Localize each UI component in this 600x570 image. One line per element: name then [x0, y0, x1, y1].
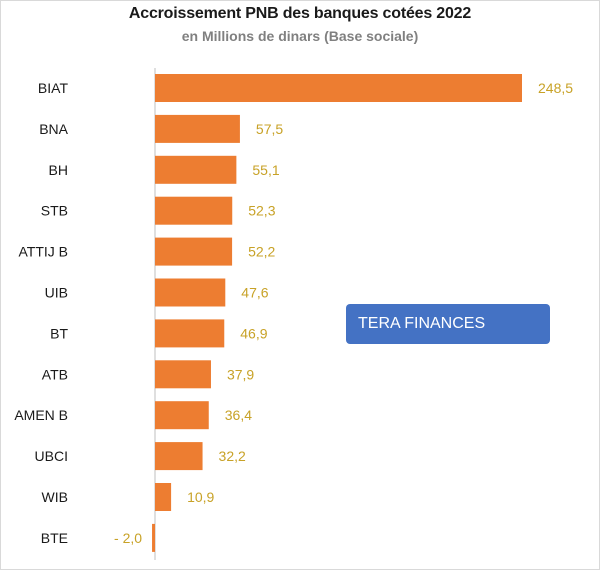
bar-bh [155, 155, 237, 184]
value-label: 10,9 [187, 489, 214, 505]
chart-subtitle: en Millions de dinars (Base sociale) [181, 28, 419, 44]
value-label: 46,9 [240, 325, 267, 341]
bar-atb [155, 360, 211, 389]
bar-wib [155, 483, 172, 511]
category-label: BH [49, 162, 68, 178]
category-label: BNA [39, 121, 68, 137]
chart-title: Accroissement PNB des banques cotées 202… [128, 5, 472, 22]
category-label: ATTIJ B [18, 244, 68, 260]
bar-biat [155, 74, 522, 102]
category-label: BTE [41, 530, 68, 546]
bar-bt [155, 319, 225, 348]
tera-finances-badge: TERA FINANCES [346, 304, 550, 344]
bar-bna [155, 114, 240, 143]
bar-attij-b [155, 237, 233, 266]
bar-amen-b [155, 401, 209, 430]
value-label: 47,6 [241, 285, 268, 301]
value-label: 37,9 [227, 366, 254, 382]
value-label: - 2,0 [114, 530, 142, 546]
category-label: BIAT [38, 80, 69, 96]
value-label: 57,5 [256, 121, 283, 137]
category-label: WIB [42, 489, 68, 505]
value-label: 32,2 [219, 448, 246, 464]
bar-bte [152, 523, 155, 552]
category-label: BT [50, 325, 68, 341]
category-label: STB [41, 203, 68, 219]
value-label: 52,3 [248, 203, 275, 219]
value-label: 52,2 [248, 244, 275, 260]
category-label: UBCI [35, 448, 68, 464]
value-label: 55,1 [252, 162, 279, 178]
value-label: 248,5 [538, 80, 573, 96]
category-label: ATB [42, 366, 68, 382]
category-label: UIB [45, 285, 68, 301]
bar-stb [155, 196, 233, 225]
bar-uib [155, 278, 226, 307]
category-label: AMEN B [14, 407, 68, 423]
bar-ubci [155, 442, 203, 471]
value-label: 36,4 [225, 407, 252, 423]
